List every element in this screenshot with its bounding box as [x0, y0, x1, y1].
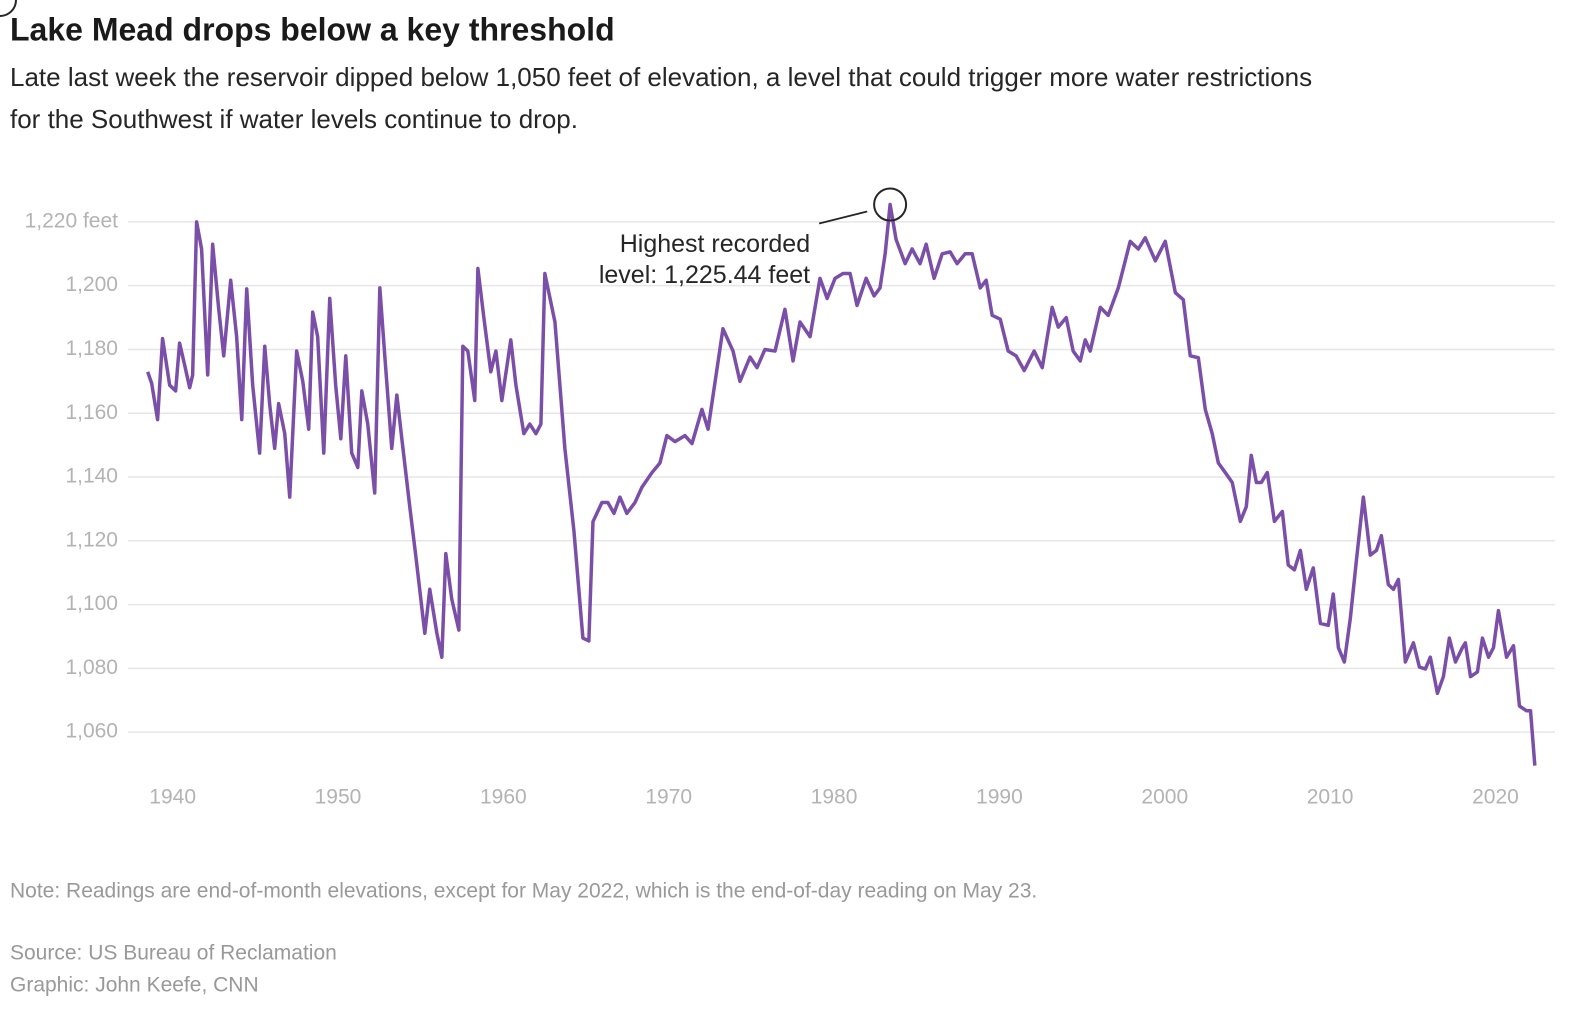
x-tick-label: 2000	[1141, 786, 1188, 809]
x-tick-label: 1970	[645, 786, 692, 809]
y-tick-label: 1,120	[65, 528, 118, 551]
line	[146, 202, 1537, 766]
x-tick-label: 1950	[315, 786, 362, 809]
y-tick-label: 1,140	[65, 465, 118, 488]
chart-title: Lake Mead drops below a key threshold	[10, 11, 615, 47]
y-tick-label: 1,060	[65, 720, 118, 743]
x-tick-label: 1990	[976, 786, 1023, 809]
y-tick-label: 1,100	[65, 592, 118, 615]
y-tick-label: 1,200	[65, 273, 118, 296]
x-tick-label: 1940	[149, 786, 196, 809]
x-tick-label: 2020	[1472, 786, 1519, 809]
annotation: Highest recorded	[620, 230, 810, 258]
y-tick-label: 1,080	[65, 656, 118, 679]
annotation-pointer	[818, 210, 868, 225]
y-tick-label: 1,180	[65, 337, 118, 360]
credit: Graphic: John Keefe, CNN	[10, 974, 259, 997]
subtitle: for the Southwest if water levels contin…	[10, 104, 578, 134]
x-tick-label: 1980	[811, 786, 858, 809]
note: Note: Readings are end-of-month elevatio…	[10, 880, 1037, 903]
y-tick-label: 1,220 feet	[25, 209, 119, 232]
source: Source: US Bureau of Reclamation	[10, 942, 337, 965]
x-tick-label: 2010	[1307, 786, 1354, 809]
y-tick-label: 1,160	[65, 401, 118, 424]
x-tick-label: 1960	[480, 786, 527, 809]
subtitle: Late last week the reservoir dipped belo…	[10, 62, 1312, 92]
annotation: level: 1,225.44 feet	[599, 261, 810, 289]
highlight-circle	[873, 187, 908, 222]
